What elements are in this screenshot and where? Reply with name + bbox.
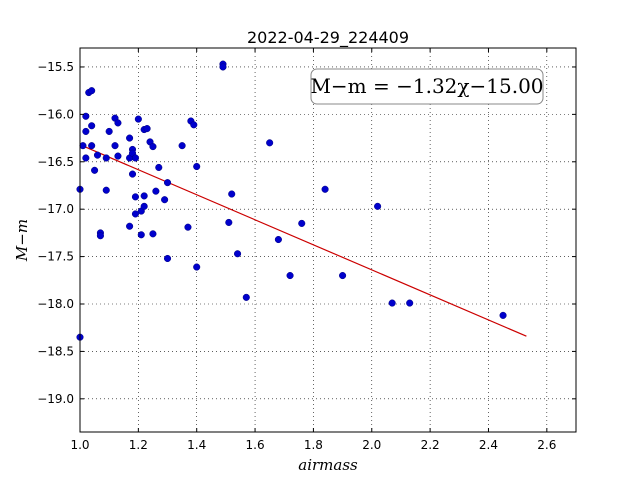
- data-point: [102, 154, 110, 162]
- data-point: [339, 272, 347, 280]
- y-tick-label: −19.0: [37, 392, 74, 406]
- plot-frame: [79, 47, 577, 433]
- data-point: [111, 142, 119, 150]
- x-tick-label: 1.6: [246, 438, 265, 452]
- data-point: [219, 63, 227, 71]
- data-point: [234, 250, 242, 258]
- data-point: [193, 162, 201, 171]
- grid: [79, 48, 576, 432]
- y-tick-label: −18.5: [37, 344, 74, 358]
- data-point: [298, 219, 306, 227]
- x-tick-label: 2.0: [362, 438, 381, 452]
- data-point: [88, 122, 96, 130]
- y-tick-label: −16.5: [37, 155, 74, 169]
- data-point: [499, 311, 507, 319]
- data-point: [91, 166, 99, 174]
- data-point: [155, 163, 163, 172]
- data-point: [163, 254, 172, 263]
- data-point: [152, 187, 160, 195]
- data-point: [79, 142, 87, 150]
- y-tick-label: −18.0: [37, 297, 74, 311]
- x-tick-label: 2.2: [421, 438, 440, 452]
- data-point: [126, 134, 134, 142]
- data-point: [193, 263, 201, 271]
- data-point: [82, 127, 90, 135]
- axis-ticks: 1.0 1.2 1.4 1.6 1.8 2.0 2.2 2.4 2.6 −15.5 −16.0 −16…: [37, 48, 576, 452]
- x-tick-label: 1.4: [187, 438, 206, 452]
- data-point: [131, 154, 139, 162]
- data-point: [105, 127, 113, 135]
- data-point: [163, 179, 172, 187]
- fit-equation-box: M−m = −1.32χ−15.00: [310, 68, 544, 105]
- data-point: [88, 142, 96, 150]
- data-point: [114, 152, 122, 160]
- data-point: [131, 193, 139, 201]
- data-point: [388, 299, 396, 307]
- fit-equation-label: M−m = −1.32χ−15.00: [310, 74, 543, 98]
- data-point: [96, 232, 104, 240]
- data-point: [131, 210, 139, 218]
- data-point: [126, 222, 134, 230]
- data-point: [225, 218, 233, 227]
- data-point: [137, 231, 145, 239]
- data-point: [406, 299, 414, 307]
- y-tick-label: −17.5: [37, 250, 74, 264]
- y-axis-label: M−m: [13, 219, 31, 262]
- data-point: [128, 170, 137, 178]
- data-point: [242, 293, 250, 301]
- x-axis-label: airmass: [298, 456, 358, 474]
- data-point: [374, 202, 382, 210]
- x-tick-label: 1.2: [129, 438, 148, 452]
- x-tick-label: 1.0: [70, 438, 89, 452]
- data-point: [140, 202, 148, 210]
- data-point: [178, 142, 186, 150]
- data-point: [102, 186, 110, 194]
- data-point: [114, 119, 122, 127]
- y-tick-label: −16.0: [37, 107, 74, 121]
- data-point: [190, 121, 198, 129]
- y-tick-label: −17.0: [37, 202, 74, 216]
- data-point: [134, 115, 142, 123]
- data-point: [228, 190, 236, 198]
- data-point: [140, 192, 148, 200]
- data-point: [286, 272, 294, 280]
- x-tick-label: 2.4: [479, 438, 498, 452]
- data-point: [321, 185, 329, 193]
- chart-title: 2022-04-29_224409: [247, 28, 409, 48]
- data-point: [88, 87, 96, 95]
- data-point: [143, 125, 151, 133]
- fit-equation-frame: [310, 68, 544, 105]
- data-point: [184, 223, 192, 231]
- data-point: [149, 143, 157, 151]
- data-point: [82, 112, 90, 120]
- data-point: [149, 230, 157, 238]
- data-point: [274, 235, 282, 244]
- data-point: [266, 139, 274, 147]
- y-tick-label: −15.5: [37, 60, 74, 74]
- data-point: [161, 196, 169, 204]
- x-tick-label: 1.8: [304, 438, 323, 452]
- data-point: [82, 154, 90, 162]
- data-point: [93, 151, 102, 159]
- x-tick-label: 2.6: [537, 438, 556, 452]
- data-points: [76, 60, 507, 341]
- fit-line: [79, 144, 527, 337]
